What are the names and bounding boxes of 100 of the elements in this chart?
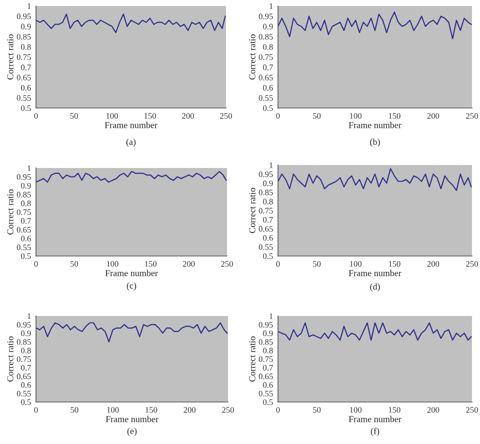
x-axis-title: Frame number <box>104 122 158 128</box>
y-tick-label: 0.8 <box>263 44 273 50</box>
x-tick-label: 50 <box>70 261 78 267</box>
y-tick-label: 0.5 <box>263 105 273 112</box>
y-tick-label: 0.95 <box>258 14 273 20</box>
y-tick-label: 0.5 <box>263 253 273 260</box>
text: (f) <box>370 428 380 436</box>
x-tick-label: 50 <box>313 113 321 119</box>
y-tick-label: 1 <box>270 313 273 319</box>
y-tick-label: 0.6 <box>21 84 31 91</box>
y-tick-label: 0.7 <box>21 364 31 371</box>
line-series <box>36 170 227 183</box>
x-tick-label: 150 <box>146 407 158 413</box>
x-axis-title: Frame number <box>348 270 402 276</box>
y-tick-label: 0.95 <box>16 174 31 180</box>
y-tick-label: 1 <box>28 165 31 171</box>
text: (c) <box>126 282 136 291</box>
x-tick-label: 250 <box>466 407 478 413</box>
y-tick-label: 0.6 <box>263 235 273 241</box>
y-tick-label: 0.9 <box>21 182 31 189</box>
y-tick-label: 0.7 <box>263 64 273 70</box>
x-tick-label: 100 <box>107 407 119 413</box>
y-tick-label: 0.65 <box>258 374 273 380</box>
y-tick-label: 0.65 <box>16 374 31 380</box>
line-series <box>278 322 472 341</box>
y-tick-label: 0.6 <box>21 382 31 388</box>
x-tick-label: 150 <box>145 261 157 267</box>
x-axis-title: Frame number <box>348 122 402 128</box>
y-tick-label: 0.8 <box>263 348 273 354</box>
y-tick-label: 0.5 <box>21 399 31 406</box>
line-series <box>278 168 472 192</box>
y-tick-label: 0.7 <box>21 218 31 224</box>
y-tick-label: 0.8 <box>21 348 31 354</box>
y-tick-label: 0.8 <box>21 200 31 206</box>
y-tick-label: 0.55 <box>258 244 273 250</box>
y-tick-label: 0.85 <box>16 34 31 40</box>
y-tick-label: 0.75 <box>16 54 31 60</box>
y-axis-title: Correct ratio <box>7 189 14 235</box>
y-tick-label: 0.5 <box>21 105 31 112</box>
y-tick-label: 0.9 <box>21 24 31 30</box>
text: (a) <box>126 138 136 147</box>
y-tick-label: 1 <box>270 162 273 168</box>
x-tick-label: 100 <box>350 407 362 413</box>
x-tick-label: 200 <box>427 113 440 119</box>
y-tick-label: 1 <box>270 3 273 9</box>
y-axis-title: Correct ratio <box>249 34 256 80</box>
y-tick-label: 0.95 <box>16 322 31 328</box>
x-tick-label: 250 <box>466 261 478 267</box>
y-tick-label: 0.55 <box>16 95 31 101</box>
x-tick-label: 150 <box>388 261 400 267</box>
y-tick-label: 0.75 <box>258 54 273 60</box>
x-tick-label: 100 <box>106 261 118 267</box>
y-tick-label: 0.8 <box>263 198 273 204</box>
x-tick-label: 200 <box>182 261 195 267</box>
y-tick-label: 0.5 <box>263 399 273 406</box>
x-tick-label: 0 <box>34 113 38 119</box>
x-tick-label: 250 <box>466 113 478 119</box>
y-tick-label: 0.9 <box>263 330 273 336</box>
x-tick-label: 150 <box>144 113 156 119</box>
y-tick-label: 0.7 <box>263 364 273 371</box>
y-tick-label: 0.85 <box>16 339 31 345</box>
x-tick-label: 250 <box>220 113 232 119</box>
text: (b) <box>370 138 380 147</box>
y-tick-label: 0.9 <box>263 180 273 186</box>
y-tick-label: 0.6 <box>263 382 273 388</box>
x-tick-label: 200 <box>184 407 196 413</box>
line-series <box>36 322 228 342</box>
y-axis-title: Correct ratio <box>249 336 256 382</box>
y-tick-label: 1 <box>28 3 31 9</box>
x-tick-label: 150 <box>388 113 400 119</box>
x-axis-title: Frame number <box>105 270 158 276</box>
line-series <box>278 12 472 40</box>
x-tick-label: 50 <box>313 261 321 267</box>
text: (d) <box>370 283 380 292</box>
x-tick-label: 200 <box>427 407 440 413</box>
y-tick-label: 0.9 <box>263 24 273 30</box>
y-tick-label: 0.55 <box>258 390 273 396</box>
y-tick-label: 0.75 <box>258 208 273 214</box>
x-tick-label: 200 <box>182 113 194 119</box>
y-tick-label: 0.8 <box>21 44 31 50</box>
y-tick-label: 0.75 <box>16 209 31 216</box>
y-tick-label: 0.55 <box>258 95 273 101</box>
y-tick-label: 0.7 <box>21 64 31 70</box>
y-tick-label: 0.95 <box>258 322 273 328</box>
x-axis-title: Frame number <box>106 416 158 422</box>
y-tick-label: 0.75 <box>16 356 31 362</box>
x-tick-label: 0 <box>34 261 38 267</box>
x-tick-label: 100 <box>350 261 362 267</box>
x-tick-label: 0 <box>276 261 280 267</box>
y-tick-label: 0.65 <box>258 226 273 232</box>
y-tick-label: 0.85 <box>258 190 273 196</box>
x-tick-label: 100 <box>106 113 118 119</box>
y-tick-label: 0.85 <box>258 339 273 345</box>
x-tick-label: 150 <box>388 407 400 413</box>
y-tick-label: 0.6 <box>21 236 31 242</box>
text: (e) <box>127 428 137 436</box>
x-tick-label: 250 <box>221 261 233 267</box>
y-tick-label: 0.65 <box>16 74 31 80</box>
x-tick-label: 0 <box>34 407 38 413</box>
y-axis-title: Correct ratio <box>249 188 256 234</box>
